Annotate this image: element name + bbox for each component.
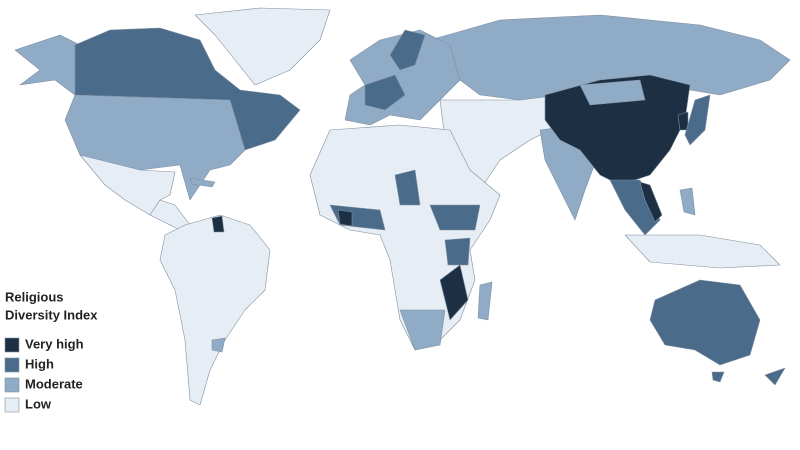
legend-label: Very high [25, 336, 84, 351]
mongolia [579, 79, 646, 106]
mozambique [439, 264, 469, 321]
russia [429, 14, 791, 101]
legend-swatch [4, 337, 20, 353]
korea [677, 111, 689, 131]
tanzania [444, 237, 471, 266]
legend-swatch [4, 397, 20, 413]
suriname [211, 215, 225, 233]
legend-label: Low [25, 396, 52, 411]
new-zealand [764, 367, 786, 386]
alaska [14, 34, 81, 96]
legend: Religious Diversity Index Very high High M… [4, 289, 98, 413]
cuba [189, 177, 216, 188]
countries [14, 7, 791, 406]
legend-title: Religious [5, 289, 64, 304]
philippines [679, 187, 696, 216]
australia [649, 279, 761, 366]
southeast-asia [609, 179, 661, 236]
south-america [159, 214, 271, 406]
china [544, 74, 691, 186]
vietnam [639, 181, 663, 223]
legend-swatch [4, 357, 20, 373]
ivory-coast [337, 209, 353, 227]
legend-label: Moderate [25, 376, 83, 391]
southern-africa [399, 309, 446, 351]
tasmania [711, 371, 725, 383]
legend-swatch [4, 377, 20, 393]
scandinavia [389, 29, 426, 71]
central-america [149, 199, 191, 231]
uruguay [211, 337, 226, 353]
east-africa [429, 204, 481, 231]
greenland [194, 7, 331, 86]
united-states [64, 94, 246, 201]
japan [684, 94, 711, 146]
legend-title: Diversity Index [5, 307, 98, 322]
chad [394, 169, 421, 206]
indonesia [624, 234, 781, 269]
madagascar [477, 281, 493, 321]
legend-label: High [25, 356, 54, 371]
western-europe [364, 74, 406, 111]
